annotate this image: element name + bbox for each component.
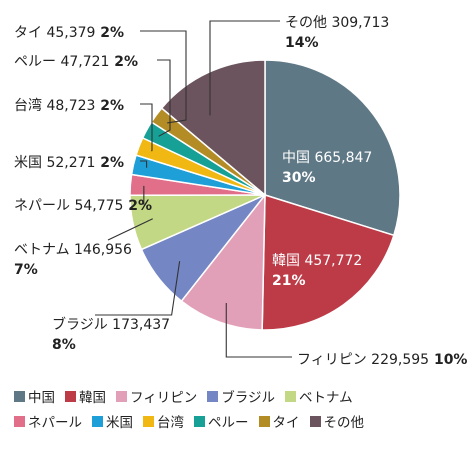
legend: 中国 韓国 フィリピン ブラジル ベトナムネパール 米国 台湾 ペルー タイ その他 xyxy=(14,385,464,435)
leader-8 xyxy=(157,59,171,137)
legend-row: ネパール 米国 台湾 ペルー タイ その他 xyxy=(14,410,464,432)
legend-swatch xyxy=(65,390,76,402)
pie-slice-0 xyxy=(264,59,401,237)
legend-swatch xyxy=(14,415,25,427)
legend-item: 台湾 xyxy=(143,411,184,431)
slice-label-9: タイ 45,379 2% xyxy=(14,25,124,41)
slice-label-10: その他 309,713 xyxy=(285,15,389,31)
slice-percent-1: 21% xyxy=(272,273,306,289)
legend-label: 韓国 xyxy=(79,390,106,406)
slice-percent-3: 8% xyxy=(52,337,76,353)
legend-label: ペルー xyxy=(208,415,249,431)
slice-label-6: 米国 52,271 2% xyxy=(14,155,124,171)
pie-slices xyxy=(129,59,401,331)
legend-item: ペルー xyxy=(194,411,249,431)
slice-label-8: ペルー 47,721 2% xyxy=(14,54,138,70)
slice-labels: 中国 665,847 30% 韓国 457,772 21% フィリピン 229,595 … xyxy=(14,15,467,368)
legend-item: 中国 xyxy=(14,386,55,406)
pie-slice-2 xyxy=(180,192,266,331)
legend-item: タイ xyxy=(258,411,300,431)
slice-percent-4: 7% xyxy=(14,262,38,278)
legend-swatch xyxy=(143,415,154,427)
leader-5 xyxy=(140,185,145,205)
leader-4 xyxy=(107,218,153,241)
slice-percent-0: 30% xyxy=(282,170,316,186)
legend-label: フィリピン xyxy=(130,390,198,406)
legend-label: タイ xyxy=(272,415,300,431)
legend-swatch xyxy=(309,415,321,427)
leader-lines xyxy=(95,20,292,358)
legend-swatch xyxy=(14,390,25,402)
slice-label-5: ネパール 54,775 2% xyxy=(14,198,152,214)
legend-swatch xyxy=(258,415,270,427)
slice-label-3: ブラジル 173,437 xyxy=(52,316,170,333)
pie-slice-10 xyxy=(160,59,266,197)
legend-item: 米国 xyxy=(92,411,133,431)
legend-label: ベトナム xyxy=(298,390,353,406)
slice-label-2: フィリピン 229,595 10% xyxy=(297,352,467,368)
legend-swatch xyxy=(284,390,296,402)
leader-6 xyxy=(140,160,148,168)
legend-swatch xyxy=(207,390,219,402)
legend-swatch xyxy=(92,415,103,427)
legend-item: その他 xyxy=(309,411,365,431)
slice-label-4: ベトナム 146,956 xyxy=(14,242,132,258)
legend-item: フィリピン xyxy=(116,386,197,406)
leader-7 xyxy=(140,103,153,152)
legend-label: その他 xyxy=(323,415,365,431)
legend-label: ブラジル xyxy=(221,390,275,406)
legend-swatch xyxy=(116,390,127,402)
legend-label: 台湾 xyxy=(157,415,184,431)
legend-row: 中国 韓国 フィリピン ブラジル ベトナム xyxy=(14,385,464,407)
legend-item: ブラジル xyxy=(207,386,275,406)
slice-label-0: 中国 665,847 xyxy=(282,150,372,166)
legend-label: ネパール xyxy=(28,415,82,431)
leader-3 xyxy=(95,261,181,316)
legend-item: ネパール xyxy=(14,411,82,431)
legend-item: 韓国 xyxy=(65,386,106,406)
leader-10 xyxy=(209,20,280,116)
pie-slice-1 xyxy=(261,193,395,331)
legend-label: 中国 xyxy=(28,390,55,406)
legend-label: 米国 xyxy=(106,415,133,431)
leader-9 xyxy=(140,30,187,124)
slice-percent-10: 14% xyxy=(285,35,319,51)
slice-label-7: 台湾 48,723 2% xyxy=(14,97,124,114)
legend-swatch xyxy=(194,415,205,427)
legend-item: ベトナム xyxy=(284,386,353,406)
slice-label-1: 韓国 457,772 xyxy=(272,253,362,269)
leader-2 xyxy=(225,303,292,358)
